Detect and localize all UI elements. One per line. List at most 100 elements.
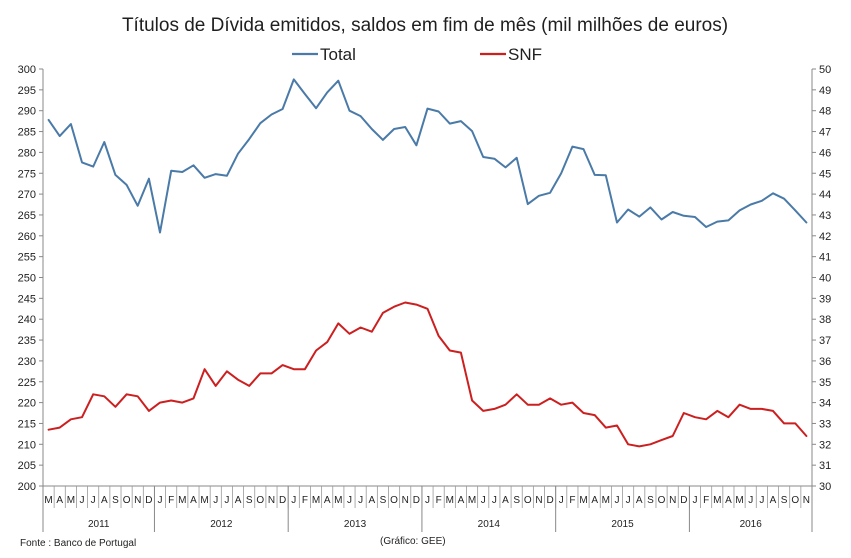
y-left-tick-label: 300 — [18, 64, 36, 76]
y-left-tick-label: 250 — [18, 273, 36, 285]
month-tick-label: M — [334, 495, 342, 506]
month-tick-label: A — [56, 495, 63, 506]
month-tick-label: N — [134, 495, 141, 506]
month-tick-label: N — [803, 495, 810, 506]
month-tick-label: M — [67, 495, 75, 506]
y-right-tick-label: 46 — [819, 147, 831, 159]
y-left-tick-label: 270 — [18, 189, 36, 201]
y-right-tick-label: 45 — [819, 168, 831, 180]
month-tick-label: M — [446, 495, 454, 506]
y-right-tick-label: 35 — [819, 377, 831, 389]
month-tick-label: A — [770, 495, 777, 506]
legend-label-total: Total — [320, 45, 356, 64]
month-tick-label: M — [44, 495, 52, 506]
month-tick-label: N — [535, 495, 542, 506]
y-left-tick-label: 240 — [18, 314, 36, 326]
y-left-tick-label: 260 — [18, 231, 36, 243]
y-right-tick-label: 33 — [819, 418, 831, 430]
month-tick-label: D — [413, 495, 420, 506]
y-left-tick-label: 200 — [18, 481, 36, 493]
y-right-tick-label: 39 — [819, 293, 831, 305]
month-tick-label: N — [268, 495, 275, 506]
month-tick-label: J — [224, 495, 229, 506]
y-left-tick-label: 245 — [18, 293, 36, 305]
month-tick-label: F — [302, 495, 308, 506]
month-tick-label: F — [436, 495, 442, 506]
month-tick-label: M — [468, 495, 476, 506]
y-left-tick-label: 255 — [18, 252, 36, 264]
month-tick-label: A — [235, 495, 242, 506]
y-left-tick-label: 280 — [18, 147, 36, 159]
y-right-tick-label: 43 — [819, 210, 831, 222]
month-tick-label: A — [368, 495, 375, 506]
month-tick-label: O — [256, 495, 264, 506]
month-tick-label: J — [291, 495, 296, 506]
year-label: 2013 — [344, 519, 367, 530]
month-tick-label: M — [312, 495, 320, 506]
month-tick-label: J — [481, 495, 486, 506]
month-tick-label: O — [524, 495, 532, 506]
month-tick-label: M — [735, 495, 743, 506]
y-right-tick-label: 31 — [819, 460, 831, 472]
axes: 200 205 210 215 220 225 230 235 240 245 250 255 260 2… — [18, 64, 831, 532]
y-right-tick-label: 37 — [819, 335, 831, 347]
month-tick-label: J — [158, 495, 163, 506]
y-left-tick-label: 235 — [18, 335, 36, 347]
month-tick-label: J — [425, 495, 430, 506]
month-tick-label: F — [168, 495, 174, 506]
chart-title: Títulos de Dívida emitidos, saldos em fi… — [122, 15, 728, 36]
y-right-tick-label: 49 — [819, 85, 831, 97]
month-tick-label: J — [80, 495, 85, 506]
month-tick-label: O — [390, 495, 398, 506]
month-tick-label: A — [502, 495, 509, 506]
legend: Total SNF — [292, 45, 542, 64]
y-left-tick-label: 290 — [18, 106, 36, 118]
y-left-tick-label: 265 — [18, 210, 36, 222]
month-tick-label: N — [669, 495, 676, 506]
year-label: 2012 — [210, 519, 233, 530]
month-tick-label: A — [190, 495, 197, 506]
y-right-tick-label: 44 — [819, 189, 831, 201]
month-tick-label: F — [703, 495, 709, 506]
month-tick-label: M — [713, 495, 721, 506]
month-tick-label: J — [626, 495, 631, 506]
y-left-tick-label: 285 — [18, 127, 36, 139]
month-tick-label: J — [347, 495, 352, 506]
month-tick-label: J — [692, 495, 697, 506]
y-right-tick-label: 38 — [819, 314, 831, 326]
month-tick-label: J — [358, 495, 363, 506]
series-lines — [47, 78, 808, 448]
month-tick-label: J — [748, 495, 753, 506]
month-tick-label: A — [101, 495, 108, 506]
y-right-tick-label: 34 — [819, 398, 831, 410]
y-left-tick-label: 275 — [18, 168, 36, 180]
y-right-tick-label: 42 — [819, 231, 831, 243]
month-tick-label: M — [579, 495, 587, 506]
month-tick-label: A — [458, 495, 465, 506]
month-tick-label: M — [602, 495, 610, 506]
month-tick-label: O — [658, 495, 666, 506]
y-left-tick-label: 230 — [18, 356, 36, 368]
y-left-tick-label: 210 — [18, 439, 36, 451]
month-tick-label: D — [680, 495, 687, 506]
series-line-total — [47, 78, 808, 234]
y-right-tick-label: 48 — [819, 106, 831, 118]
month-tick-label: A — [636, 495, 643, 506]
month-tick-label: D — [145, 495, 152, 506]
month-tick-label: S — [246, 495, 253, 506]
month-tick-label: A — [725, 495, 732, 506]
month-tick-label: A — [324, 495, 331, 506]
month-tick-label: J — [559, 495, 564, 506]
month-tick-label: S — [647, 495, 654, 506]
y-right-tick-label: 50 — [819, 64, 831, 76]
month-tick-label: J — [492, 495, 497, 506]
month-tick-label: J — [91, 495, 96, 506]
series-line-snf — [47, 301, 808, 448]
y-right-tick-label: 36 — [819, 356, 831, 368]
month-tick-label: S — [513, 495, 520, 506]
y-left-tick-label: 225 — [18, 377, 36, 389]
month-tick-label: J — [759, 495, 764, 506]
y-right-tick-label: 30 — [819, 481, 831, 493]
